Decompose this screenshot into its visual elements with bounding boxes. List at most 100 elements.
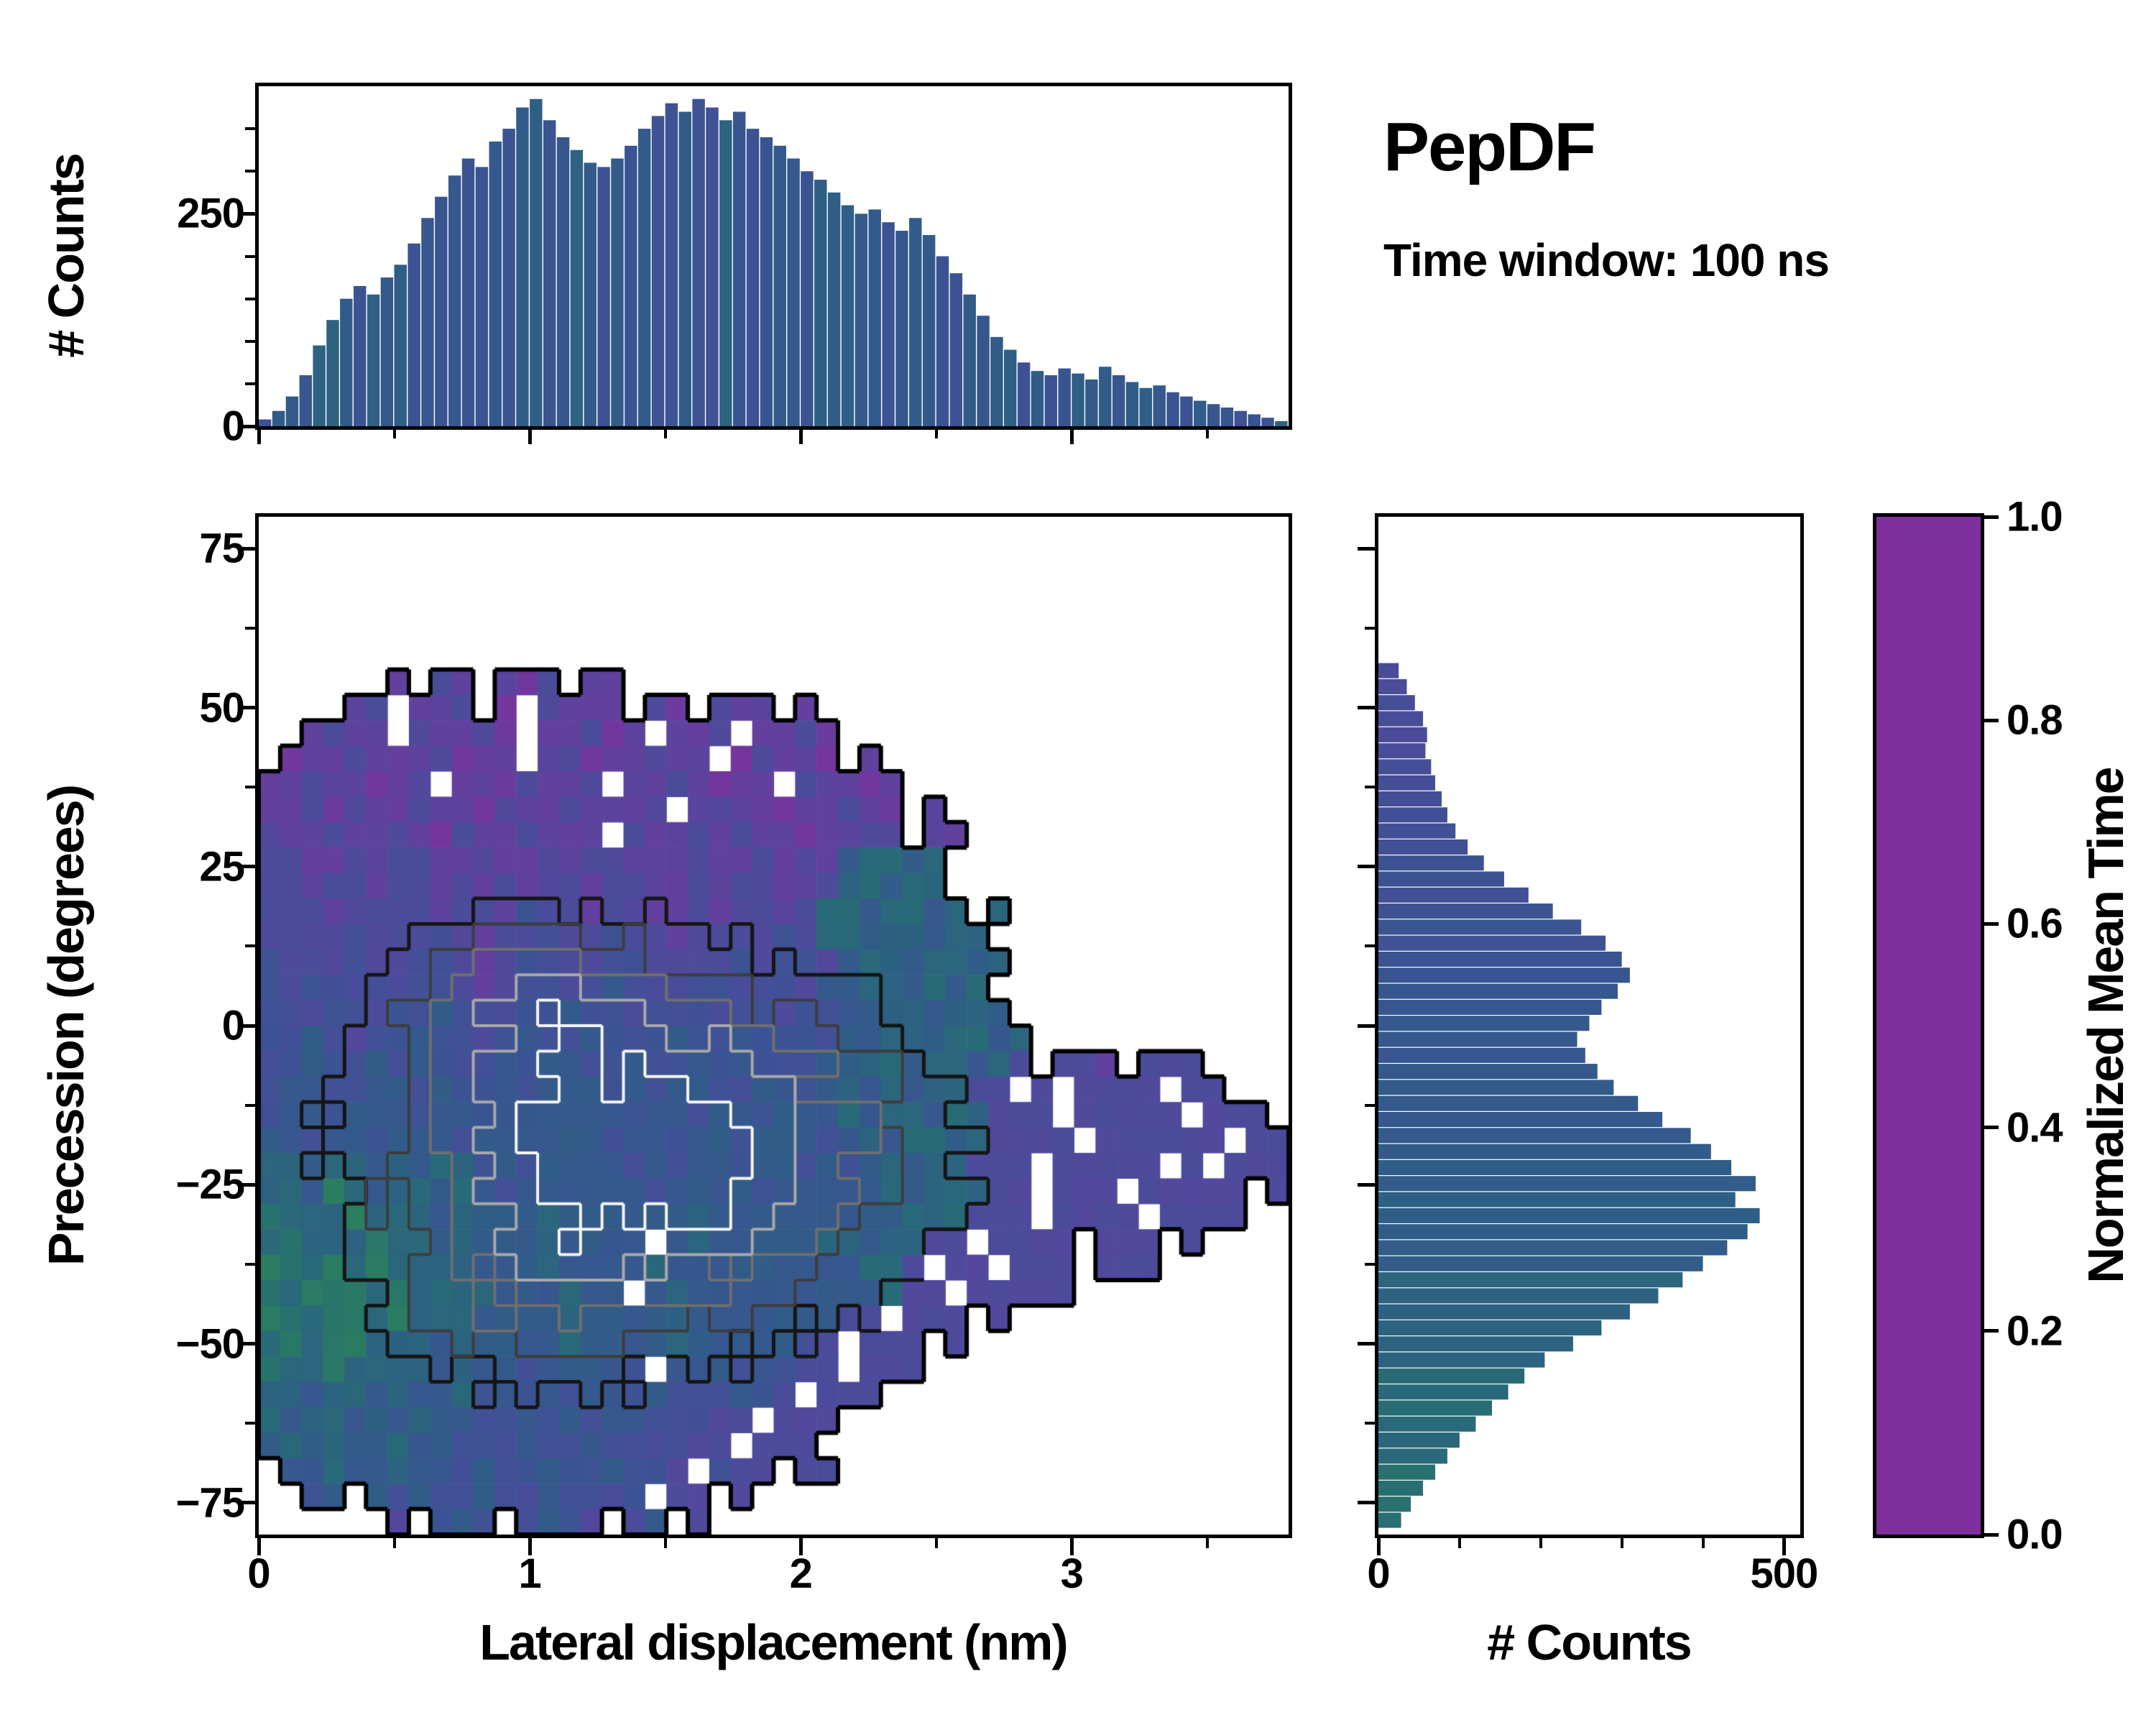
axis-tick bbox=[245, 626, 255, 630]
tick-label: 50 bbox=[199, 684, 245, 731]
bar bbox=[1378, 887, 1529, 903]
bar bbox=[1378, 1112, 1663, 1128]
bar bbox=[895, 231, 908, 426]
bar bbox=[556, 137, 570, 426]
bar bbox=[814, 180, 827, 426]
bar bbox=[1139, 387, 1153, 426]
bar bbox=[651, 116, 665, 426]
axis-tick bbox=[1365, 944, 1375, 948]
figure-title: PepDF bbox=[1383, 109, 1596, 185]
axis-tick bbox=[238, 546, 255, 551]
bar bbox=[1378, 727, 1427, 742]
bar bbox=[1378, 791, 1442, 807]
bar bbox=[1125, 382, 1139, 426]
bar bbox=[1378, 1256, 1703, 1271]
bar bbox=[543, 120, 556, 426]
axis-tick bbox=[245, 254, 255, 258]
bar bbox=[1378, 1144, 1711, 1159]
bar bbox=[1378, 919, 1582, 935]
bar bbox=[1275, 420, 1288, 426]
axis-tick bbox=[1376, 1538, 1381, 1555]
tick-label: 2 bbox=[789, 1550, 813, 1597]
bar bbox=[299, 375, 313, 426]
bar bbox=[285, 396, 299, 426]
axis-tick bbox=[1069, 430, 1074, 444]
axis-tick bbox=[238, 1182, 255, 1187]
bar bbox=[1058, 368, 1071, 426]
bar bbox=[1378, 855, 1484, 871]
bar bbox=[977, 316, 990, 426]
tick-label: −50 bbox=[175, 1320, 245, 1367]
bar bbox=[272, 410, 285, 426]
axis-tick bbox=[1358, 1342, 1375, 1346]
axis-tick bbox=[1701, 1538, 1705, 1548]
bar bbox=[868, 209, 881, 426]
axis-tick bbox=[1984, 1329, 1999, 1333]
bar bbox=[936, 256, 949, 426]
axis-tick bbox=[1358, 865, 1375, 869]
bar bbox=[1378, 1095, 1639, 1111]
bar bbox=[1194, 400, 1207, 426]
bar bbox=[1378, 871, 1504, 887]
bar bbox=[1378, 1064, 1598, 1080]
bar bbox=[1378, 775, 1436, 791]
axis-tick bbox=[1620, 1538, 1623, 1548]
bar bbox=[1378, 951, 1622, 967]
tick-label: 0.4 bbox=[2007, 1104, 2063, 1151]
bar bbox=[1234, 410, 1248, 426]
bar bbox=[949, 273, 963, 426]
bar bbox=[678, 111, 691, 426]
bar bbox=[326, 320, 339, 426]
bar bbox=[1378, 1288, 1659, 1304]
bar bbox=[435, 196, 448, 426]
axis-tick bbox=[238, 1501, 255, 1505]
bar bbox=[1378, 1384, 1508, 1400]
axis-tick bbox=[1358, 1024, 1375, 1028]
bar bbox=[1378, 759, 1432, 775]
axis-tick bbox=[245, 127, 255, 131]
bar bbox=[1112, 375, 1125, 426]
axis-tick bbox=[528, 430, 532, 444]
bar bbox=[1220, 407, 1234, 426]
bar bbox=[1378, 1336, 1573, 1352]
bar bbox=[1378, 1192, 1736, 1208]
bar bbox=[1378, 1352, 1545, 1368]
tick-label: −25 bbox=[175, 1161, 245, 1208]
bar bbox=[259, 419, 272, 426]
bar bbox=[1166, 392, 1179, 426]
heatmap-canvas bbox=[259, 517, 1289, 1535]
axis-tick bbox=[934, 430, 938, 438]
bar bbox=[1378, 1304, 1630, 1320]
colorbar bbox=[1873, 513, 1984, 1538]
axis-tick bbox=[1358, 706, 1375, 709]
bar bbox=[1378, 1320, 1602, 1336]
tick-label: −75 bbox=[175, 1479, 245, 1527]
tick-label: 0.8 bbox=[2007, 696, 2063, 744]
tick-label: 0 bbox=[221, 402, 245, 450]
bar bbox=[1153, 385, 1166, 426]
bar bbox=[1378, 1159, 1732, 1176]
axis-tick bbox=[1365, 1103, 1375, 1107]
axis-tick bbox=[238, 706, 255, 709]
bar bbox=[1378, 743, 1426, 759]
bar bbox=[584, 162, 596, 426]
bar bbox=[1378, 1240, 1728, 1256]
bar bbox=[475, 167, 489, 426]
tick-label: 75 bbox=[199, 525, 245, 572]
bar bbox=[1031, 371, 1044, 426]
bar bbox=[787, 158, 800, 426]
bar bbox=[760, 137, 773, 426]
axis-tick bbox=[245, 339, 255, 343]
axis-tick bbox=[1984, 718, 1999, 722]
tick-label: 0 bbox=[1367, 1550, 1390, 1597]
bar bbox=[909, 218, 922, 426]
right-x-axis-label: # Counts bbox=[1487, 1614, 1692, 1670]
axis-tick bbox=[663, 1538, 667, 1548]
axis-tick bbox=[245, 382, 255, 385]
tick-label: 0.6 bbox=[2007, 900, 2063, 947]
right-histogram-plot bbox=[1375, 513, 1804, 1538]
axis-tick bbox=[245, 170, 255, 173]
bar bbox=[1378, 839, 1468, 855]
bar bbox=[1378, 711, 1424, 727]
